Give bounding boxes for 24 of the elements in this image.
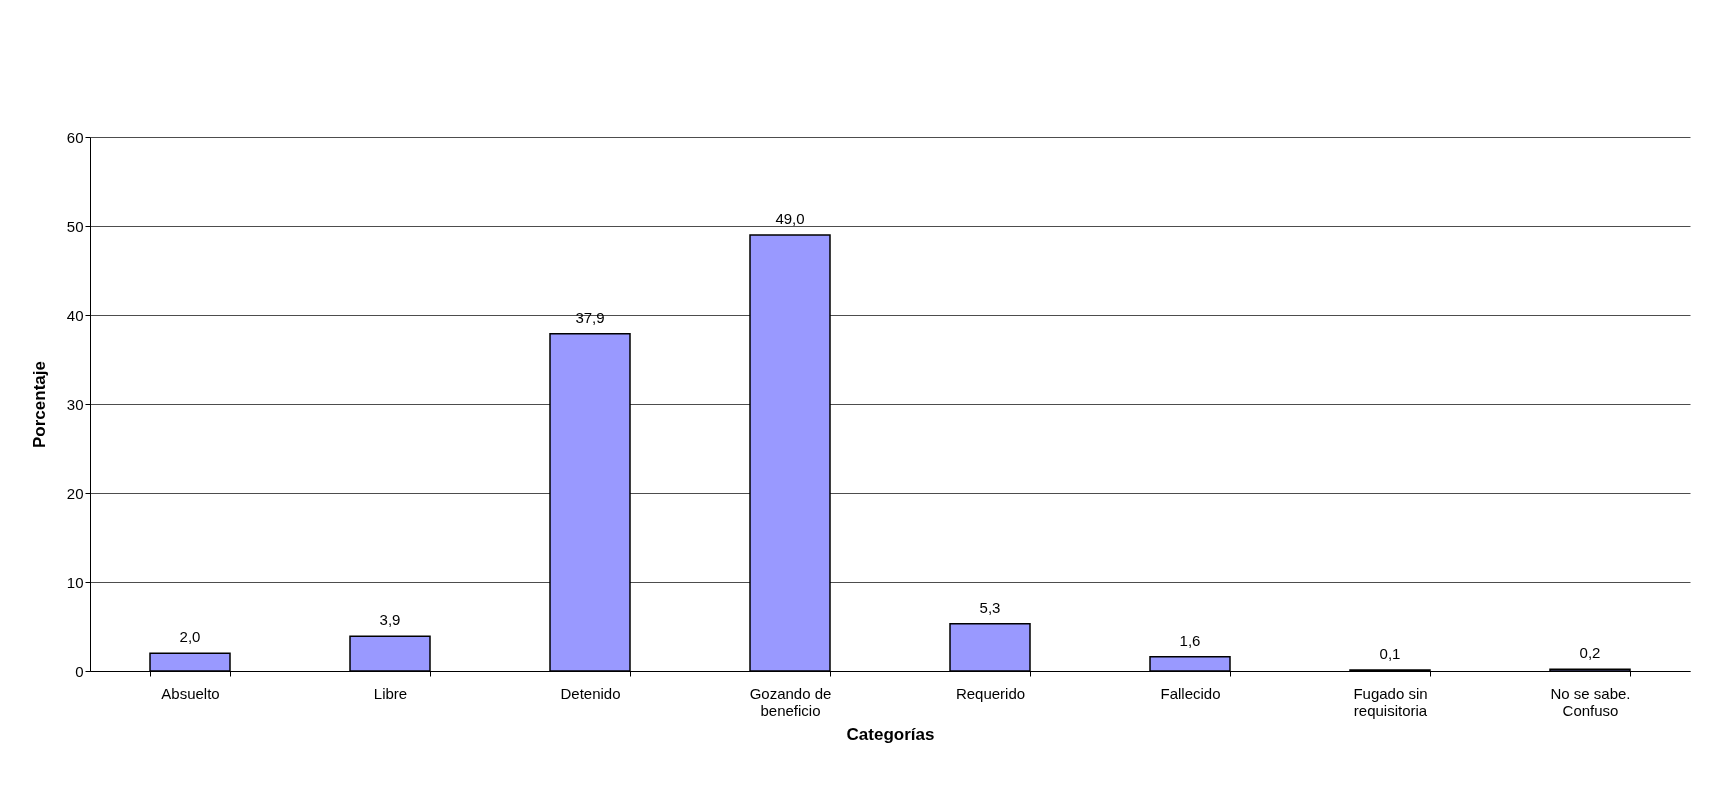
x-tick-label: Absuelto	[161, 684, 220, 702]
x-tick-label: Detenido	[560, 684, 621, 702]
data-label: 49,0	[775, 209, 805, 227]
data-label: 5,3	[979, 598, 1001, 616]
y-tick-label: 40	[66, 306, 84, 324]
y-tick-label: 0	[75, 662, 84, 680]
x-tick-label: No se sabe. Confuso	[1550, 684, 1631, 719]
x-tick-label: Fallecido	[1160, 684, 1221, 702]
data-label: 3,9	[379, 611, 401, 629]
x-tick-label: Libre	[373, 684, 408, 702]
y-tick-label: 30	[66, 395, 84, 413]
y-tick-label: 60	[66, 128, 84, 146]
data-label: 0,2	[1579, 644, 1601, 662]
data-label: 1,6	[1179, 631, 1201, 649]
y-axis-title: Porcentaje	[29, 361, 49, 448]
x-axis-title: Categorías	[846, 724, 935, 744]
x-tick-label: Fugado sin requisitoria	[1353, 684, 1428, 719]
y-tick-label: 50	[66, 217, 84, 235]
x-tick-label: Requerido	[955, 684, 1026, 702]
data-label: 2,0	[179, 628, 201, 646]
x-tick-label: Gozando de beneficio	[749, 684, 832, 719]
data-label: 0,1	[1379, 645, 1401, 663]
y-tick-label: 10	[66, 573, 84, 591]
y-tick-label: 20	[66, 484, 84, 502]
